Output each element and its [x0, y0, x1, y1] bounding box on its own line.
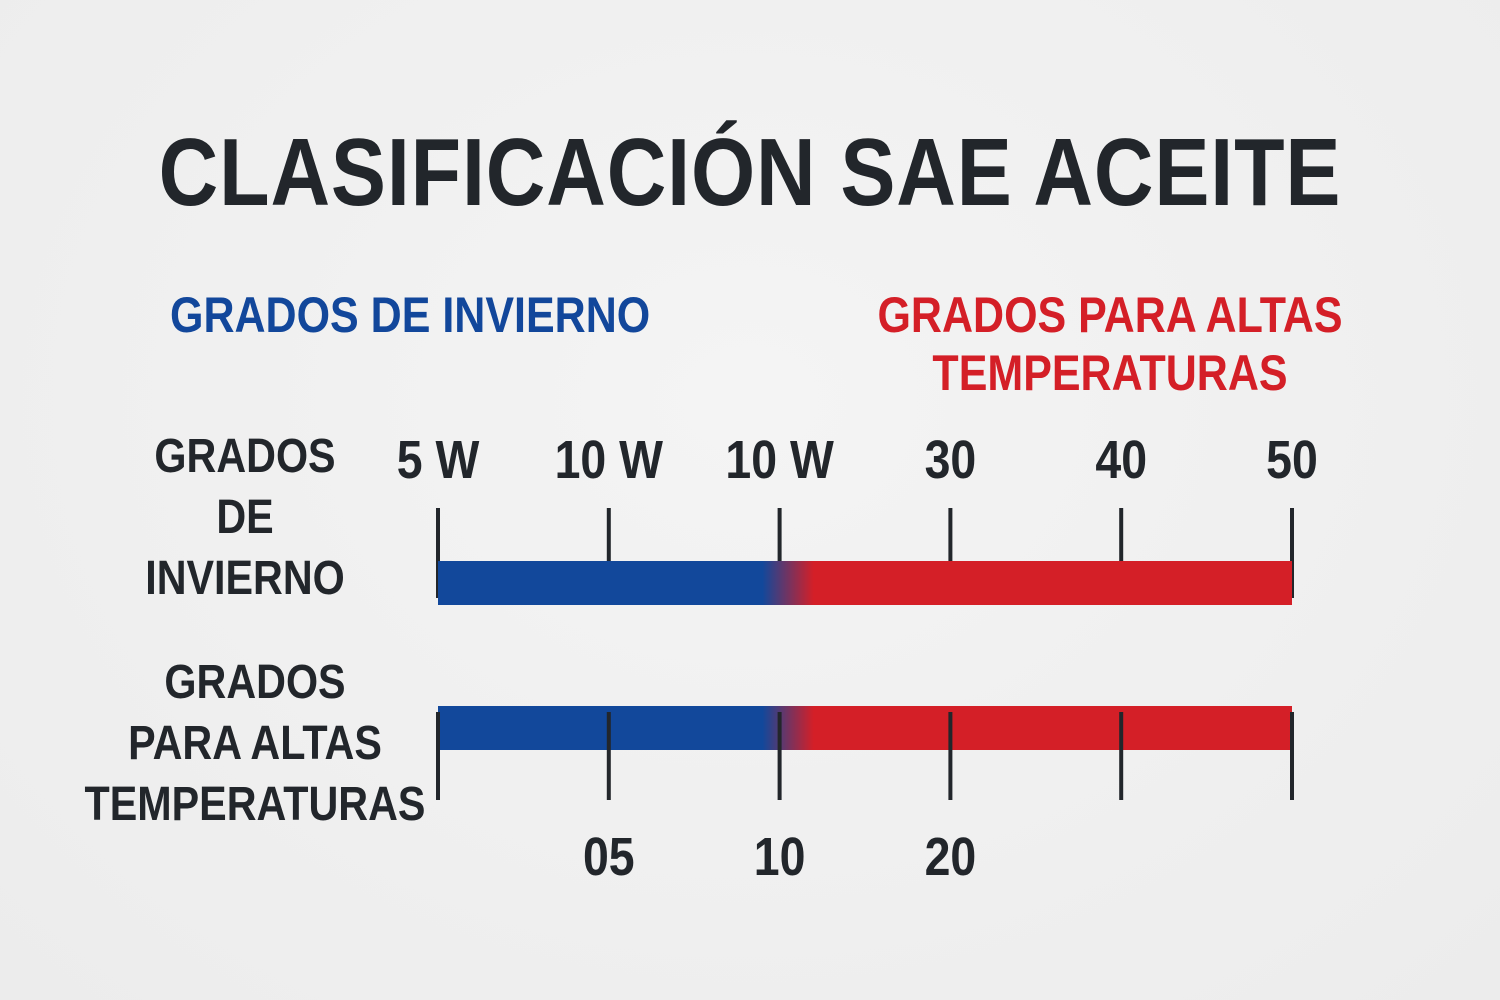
top-scale-label-3: 30	[925, 429, 977, 490]
row-label-winter: GRADOS DE INVIERNO	[86, 426, 404, 609]
top-scale-label-1: 10 W	[555, 429, 664, 490]
bottom-scale-label-2: 10	[754, 826, 806, 887]
row-label-high-temp-line-2: PARA ALTAS	[128, 717, 382, 770]
top-scale-label-4: 40	[1095, 429, 1147, 490]
row-label-winter-line-2: DE	[216, 491, 274, 544]
top-scale-label-2: 10 W	[725, 429, 834, 490]
row-label-high-temp-line-1: GRADOS	[164, 656, 346, 709]
high-temp-heading-line-1: GRADOS PARA ALTAS	[877, 287, 1343, 343]
bottom-scale-label-1: 05	[583, 826, 635, 887]
top-scale-label-0: 5 W	[397, 429, 480, 490]
page-title: CLASIFICACIÓN SAE ACEITE	[158, 119, 1342, 226]
high-temp-grades-heading: GRADOS PARA ALTAS TEMPERATURAS	[869, 286, 1351, 402]
row-label-high-temp-line-3: TEMPERATURAS	[84, 778, 426, 831]
row-label-winter-line-3: INVIERNO	[145, 552, 345, 605]
row-label-high-temp: GRADOS PARA ALTAS TEMPERATURAS	[79, 652, 432, 835]
row-label-winter-line-1: GRADOS	[154, 430, 336, 483]
bottom-scale-label-3: 20	[925, 826, 977, 887]
bottom-grade-bar	[438, 706, 1292, 750]
top-scale-label-5: 50	[1266, 429, 1318, 490]
top-grade-bar	[438, 561, 1292, 605]
high-temp-heading-line-2: TEMPERATURAS	[932, 345, 1288, 401]
winter-grades-heading: GRADOS DE INVIERNO	[170, 287, 651, 343]
